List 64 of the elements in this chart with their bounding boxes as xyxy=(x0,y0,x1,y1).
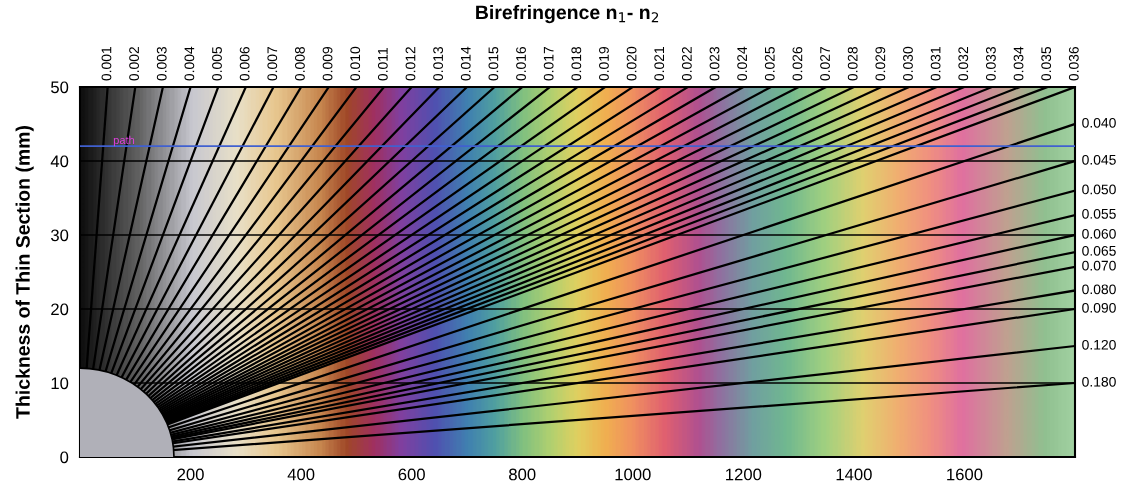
series-label: 0.055 xyxy=(1082,208,1116,219)
text: 0.005 xyxy=(212,46,222,81)
x-tick-label: 800 xyxy=(509,468,536,481)
text: 0.035 xyxy=(1041,46,1052,81)
series-label: 0.080 xyxy=(1082,284,1116,295)
y-tick-label: 10 xyxy=(51,377,69,390)
text: 0.006 xyxy=(239,46,250,81)
text: 0.033 xyxy=(985,46,996,81)
text: 0.025 xyxy=(764,46,775,81)
text: 0.027 xyxy=(820,47,830,81)
text: 0.026 xyxy=(792,46,803,81)
x-tick-label: 1200 xyxy=(726,468,762,481)
ref-line-label: path xyxy=(113,135,135,147)
text: 0.031 xyxy=(930,47,941,81)
y-tick-label: 0 xyxy=(60,451,69,464)
series-label: 0.060 xyxy=(1082,228,1116,239)
text: 0.020 xyxy=(626,46,637,81)
x-tick-label: 600 xyxy=(398,468,425,481)
y-tick-label: 40 xyxy=(50,155,69,168)
text: 0.013 xyxy=(433,46,444,81)
text: 0.034 xyxy=(1013,46,1024,81)
text: 0.029 xyxy=(875,46,886,81)
x-tick-label: 400 xyxy=(287,468,315,481)
text: 0.011 xyxy=(377,48,388,81)
text: 0.030 xyxy=(903,46,913,81)
y-tick-label: 20 xyxy=(51,303,69,316)
x-tick-label: 1400 xyxy=(836,468,872,481)
chart-title: Birefringence n$_{1}$- n$_{2}$ xyxy=(476,4,659,24)
series-label: 0.120 xyxy=(1082,339,1116,350)
series-label: 0.040 xyxy=(1082,117,1116,128)
y-tick-label: 50 xyxy=(51,81,69,94)
text: 0.032 xyxy=(958,47,969,81)
text: 0.019 xyxy=(599,46,609,81)
series-label: 0.045 xyxy=(1082,154,1116,165)
text: 0.021 xyxy=(654,47,665,81)
x-tick-label: 1000 xyxy=(615,468,651,481)
text: 0.010 xyxy=(350,46,361,81)
x-tick-label: 200 xyxy=(177,468,204,481)
text: 0.022 xyxy=(681,47,692,81)
series-label: 0.050 xyxy=(1082,184,1116,195)
text: 0.007 xyxy=(267,47,278,81)
text: 0.002 xyxy=(129,47,140,81)
text: 0.014 xyxy=(460,46,471,81)
x-tick-label: 1600 xyxy=(947,468,983,481)
series-label: 0.180 xyxy=(1082,376,1116,387)
text: 0.008 xyxy=(295,46,305,81)
series-label: 0.090 xyxy=(1082,302,1116,313)
text: 0.012 xyxy=(405,47,416,81)
text: 0.003 xyxy=(156,46,167,81)
series-label: 0.070 xyxy=(1082,260,1116,271)
text: 0.016 xyxy=(516,46,526,81)
text: 0.024 xyxy=(737,46,748,81)
y-tick-label: 30 xyxy=(50,229,69,242)
text: 0.028 xyxy=(847,46,858,81)
text: 0.015 xyxy=(488,46,499,81)
text: 0.036 xyxy=(1068,46,1079,81)
text: 0.001 xyxy=(101,47,112,81)
text: 0.017 xyxy=(543,47,554,81)
text: 0.018 xyxy=(571,46,582,81)
text: 0.009 xyxy=(322,46,333,81)
text: 0.004 xyxy=(184,46,195,81)
text: 0.023 xyxy=(709,46,720,81)
series-label: 0.065 xyxy=(1082,245,1116,256)
y-axis-title: Thickness of Thin Section (mm) xyxy=(15,126,34,419)
